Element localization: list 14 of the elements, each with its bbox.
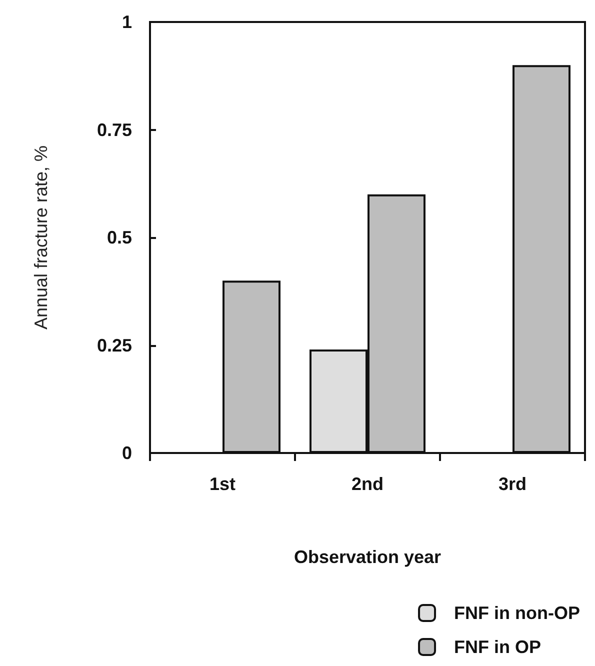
- y-tick-label: 0: [122, 443, 132, 463]
- x-axis-title: Observation year: [294, 547, 442, 567]
- x-tick-label: 1st: [209, 474, 236, 494]
- legend-label: FNF in non-OP: [454, 603, 580, 623]
- y-tick-label: 0.75: [96, 120, 132, 140]
- bar: [222, 280, 280, 453]
- y-tick-label: 1: [122, 12, 132, 32]
- y-axis-title: Annual fracture rate, %: [31, 145, 51, 330]
- bar: [512, 65, 570, 453]
- legend-label: FNF in OP: [454, 637, 542, 657]
- x-tick-label: 2nd: [351, 474, 384, 494]
- y-tick-label: 0.25: [96, 335, 132, 356]
- y-tick-label: 0.5: [106, 228, 132, 248]
- x-tick-label: 3rd: [498, 474, 527, 494]
